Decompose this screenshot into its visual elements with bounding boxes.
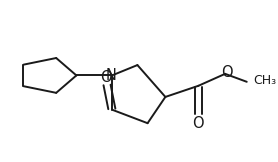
Text: O: O	[100, 69, 111, 85]
Text: O: O	[193, 116, 204, 131]
Text: CH₃: CH₃	[253, 74, 276, 87]
Text: O: O	[221, 65, 233, 80]
Text: N: N	[105, 68, 116, 83]
